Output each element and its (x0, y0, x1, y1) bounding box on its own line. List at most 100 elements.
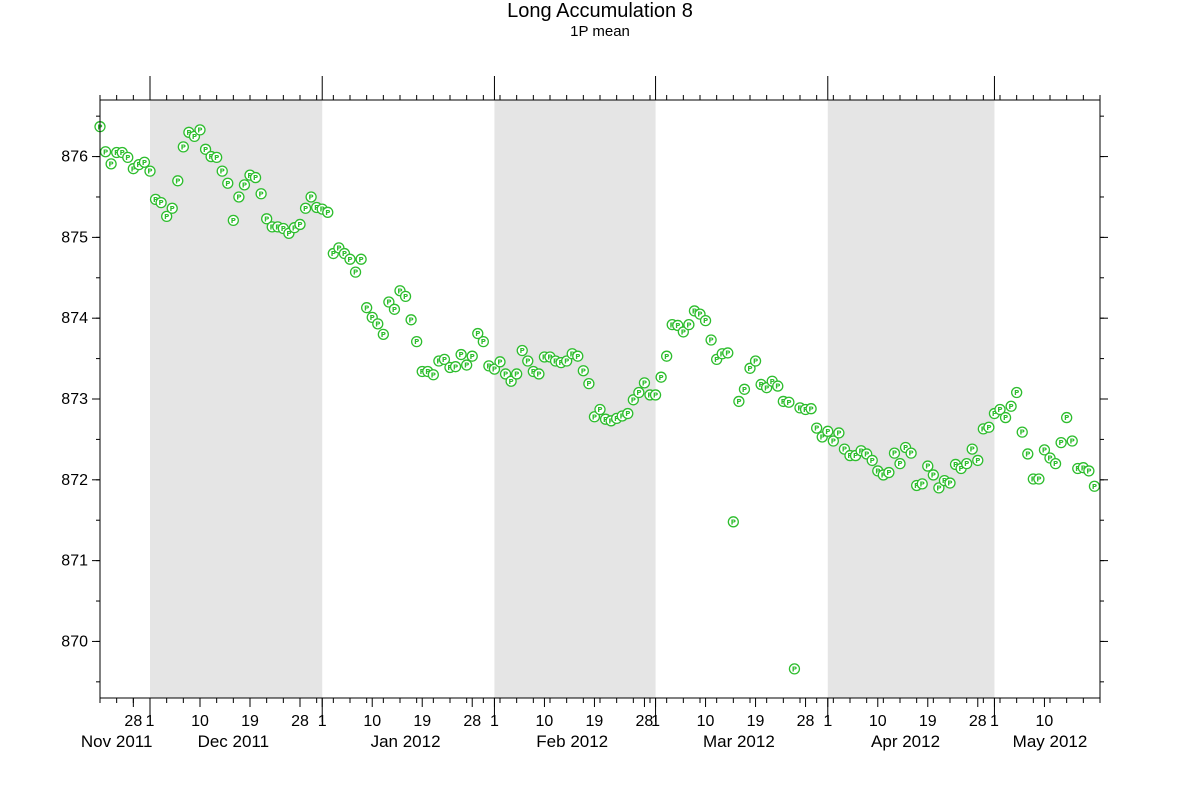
data-point: P (494, 356, 506, 368)
data-point-marker (722, 347, 734, 359)
data-point-marker (961, 457, 973, 470)
data-point-letter: P (303, 205, 308, 213)
data-point: P (983, 421, 995, 433)
chart-title: Long Accumulation 8 (507, 0, 693, 22)
data-point-letter: P (581, 367, 586, 375)
data-point: P (927, 469, 939, 481)
data-point-letter: P (414, 338, 419, 346)
data-point-marker (733, 395, 745, 408)
data-point: P (172, 175, 184, 187)
data-point-letter: P (509, 378, 514, 386)
data-point-letter: P (853, 452, 858, 460)
data-point-marker (933, 482, 945, 494)
data-point-marker (1005, 400, 1017, 412)
data-point-letter: P (703, 317, 708, 325)
data-point-letter: P (103, 148, 108, 156)
data-point-letter: P (136, 161, 141, 169)
data-point-marker (494, 356, 506, 368)
data-point: P (199, 143, 212, 155)
shaded-month-bands (150, 100, 995, 698)
data-point-letter: P (1070, 438, 1075, 446)
data-point: P (577, 365, 589, 377)
data-point: P (138, 156, 151, 168)
data-point-marker (1038, 444, 1051, 456)
data-point-letter: P (464, 362, 469, 370)
data-point: P (449, 361, 462, 373)
data-point: P (572, 350, 584, 362)
data-point-letter: P (125, 154, 130, 162)
data-point-marker (622, 407, 634, 420)
data-point-marker (255, 188, 267, 200)
data-point-marker (105, 158, 117, 170)
data-point: P (622, 407, 634, 420)
plot-frame (99, 99, 1101, 699)
data-point-letter: P (1003, 414, 1008, 422)
x-tick-label: 10 (1036, 713, 1054, 730)
data-point-letter: P (803, 406, 808, 414)
data-point-letter: P (559, 359, 564, 367)
data-point-marker (99, 146, 112, 158)
data-point: P (405, 314, 417, 326)
data-point-letter: P (692, 308, 697, 316)
data-point: P (894, 457, 906, 470)
data-point: P (805, 403, 817, 415)
y-tick-label: 871 (61, 553, 88, 570)
data-point: P (427, 369, 439, 381)
data-point: P (472, 327, 484, 340)
data-point-marker (788, 663, 801, 675)
data-point: P (99, 146, 112, 158)
x-tick-label: 28 (291, 713, 309, 730)
data-point: P (355, 253, 367, 265)
data-point: P (1005, 400, 1017, 412)
x-tick-label: 1 (318, 713, 327, 730)
data-point-letter: P (709, 337, 714, 345)
data-point-marker (922, 460, 934, 472)
data-point-letter: P (892, 450, 897, 458)
data-point-marker (822, 425, 834, 437)
data-point-marker (833, 427, 845, 439)
data-point-letter: P (181, 143, 186, 151)
data-point-letter: P (1075, 465, 1080, 473)
data-point-marker (361, 302, 373, 314)
x-tick-label: 1 (651, 713, 660, 730)
data-point-letter: P (770, 378, 775, 386)
data-point: P (511, 368, 523, 380)
data-point-marker (772, 380, 784, 392)
data-point-marker (744, 362, 756, 374)
data-point-letter: P (714, 356, 719, 364)
data-point: P (216, 165, 228, 177)
data-point-marker (261, 213, 273, 225)
data-point-marker (577, 365, 589, 377)
data-point-marker (1049, 457, 1062, 470)
x-tick-label: 10 (363, 713, 381, 730)
data-point-marker (994, 403, 1006, 416)
data-point-letter: P (192, 133, 197, 141)
data-point: P (105, 158, 117, 170)
data-point-letter: P (447, 364, 452, 372)
data-point-marker (1088, 480, 1101, 492)
data-point-letter: P (242, 181, 247, 189)
data-point-letter: P (131, 165, 136, 173)
data-point-marker (199, 143, 212, 155)
data-point-letter: P (786, 399, 791, 407)
data-point-letter: P (397, 287, 402, 295)
data-point-letter: P (492, 366, 497, 374)
data-point-letter: P (1020, 429, 1025, 437)
data-point: P (455, 348, 467, 361)
data-point-marker (1066, 435, 1078, 447)
data-point-letter: P (597, 406, 602, 414)
data-point-marker (944, 477, 956, 489)
x-tick-label: 10 (697, 713, 715, 730)
data-point-letter: P (347, 256, 352, 264)
data-point-marker (999, 411, 1012, 424)
data-point-letter: P (153, 196, 158, 204)
data-point-marker (1061, 411, 1073, 424)
data-point-marker (1083, 465, 1095, 477)
data-point-letter: P (325, 209, 330, 217)
data-point-letter: P (1025, 451, 1030, 459)
x-month-label: Jan 2012 (371, 732, 441, 751)
data-point-marker (438, 353, 451, 366)
data-point: P (744, 362, 756, 374)
data-point-letter: P (864, 451, 869, 459)
